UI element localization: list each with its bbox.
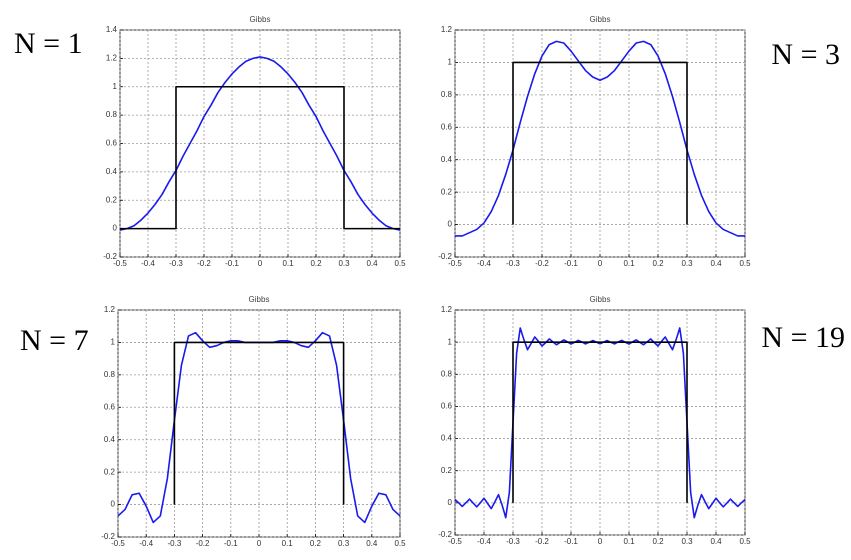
chart-title: Gibbs [590, 15, 611, 24]
y-tick-label: 0.4 [441, 434, 453, 443]
x-tick-label: -0.4 [477, 259, 491, 268]
y-tick-label: 0 [448, 220, 453, 229]
panel: -0.2 0 0.2 0.4 0.6 0.8 1 1.2 1.4 -0.5 -0.4 -0.3 -0.2… [14, 15, 406, 268]
x-tick-label: -0.4 [139, 539, 153, 548]
y-tick-label: -0.2 [438, 252, 452, 261]
y-tick-label: -0.2 [103, 252, 117, 261]
x-tick-label: 0.1 [623, 537, 635, 546]
x-tick-label: 0.2 [310, 539, 322, 548]
y-tick-label: 0.8 [441, 369, 453, 378]
x-tick-label: 0.5 [739, 259, 751, 268]
data-line [455, 40, 745, 237]
x-tick-label: 0.5 [739, 537, 751, 546]
y-tick-label: 1.4 [106, 25, 118, 34]
x-tick-label: 0 [598, 259, 603, 268]
x-tick-label: 0 [257, 539, 262, 548]
x-tick-label: -0.2 [196, 539, 210, 548]
y-tick-label: 1.2 [106, 53, 118, 62]
y-tick-label: 0.4 [104, 435, 116, 444]
chart-title: Gibbs [250, 15, 271, 24]
annotation: N = 3 [771, 38, 840, 71]
data-line [119, 56, 401, 231]
y-tick-label: 0.2 [104, 467, 116, 476]
data-line [120, 85, 400, 230]
x-tick-label: -0.1 [224, 539, 238, 548]
panel: -0.2 0 0.2 0.4 0.6 0.8 1 1.2 -0.5 -0.4 -0.3 -0.2 -0.… [20, 295, 406, 548]
y-tick-label: 1 [111, 338, 116, 347]
x-tick-label: -0.4 [477, 537, 491, 546]
x-tick-label: -0.1 [564, 537, 578, 546]
y-tick-label: 0.6 [441, 402, 453, 411]
x-tick-label: 0.2 [652, 537, 664, 546]
x-tick-label: -0.2 [197, 259, 211, 268]
x-tick-label: 0.2 [310, 259, 322, 268]
y-tick-label: 1.2 [441, 305, 453, 314]
y-tick-label: 0.4 [441, 155, 453, 164]
y-tick-label: 0.8 [104, 370, 116, 379]
x-tick-label: -0.2 [535, 259, 549, 268]
panel: -0.2 0 0.2 0.4 0.6 0.8 1 1.2 -0.5 -0.4 -0.3 -0.2 -0.… [438, 15, 840, 268]
x-tick-label: 0.4 [366, 539, 378, 548]
y-tick-label: 0.6 [441, 122, 453, 131]
annotation: N = 1 [14, 27, 83, 60]
y-tick-label: 0.4 [106, 167, 118, 176]
chart-title: Gibbs [249, 295, 270, 304]
x-tick-label: 0.4 [710, 259, 722, 268]
data-line [512, 61, 688, 225]
x-tick-label: -0.1 [564, 259, 578, 268]
x-tick-label: 0.5 [394, 539, 406, 548]
x-tick-label: -0.3 [506, 537, 520, 546]
y-tick-label: 1.2 [441, 25, 453, 34]
x-tick-label: 0.3 [338, 539, 350, 548]
y-tick-label: 0.6 [104, 402, 116, 411]
x-tick-label: -0.5 [111, 539, 125, 548]
x-tick-label: -0.3 [506, 259, 520, 268]
x-tick-label: 0.3 [681, 259, 693, 268]
x-tick-label: 0 [258, 259, 263, 268]
x-tick-label: 0.4 [710, 537, 722, 546]
x-tick-label: 0 [598, 537, 603, 546]
annotation: N = 7 [20, 324, 89, 357]
x-tick-label: -0.1 [225, 259, 239, 268]
y-tick-label: 0 [111, 500, 116, 509]
x-tick-label: 0.4 [366, 259, 378, 268]
y-tick-label: 0.2 [441, 187, 453, 196]
x-tick-label: -0.3 [168, 539, 182, 548]
x-tick-label: 0.5 [394, 259, 406, 268]
x-tick-label: 0.3 [681, 537, 693, 546]
annotation: N = 19 [761, 321, 845, 354]
y-tick-label: 0.6 [106, 139, 118, 148]
y-tick-label: 1.2 [104, 305, 116, 314]
x-tick-label: -0.3 [169, 259, 183, 268]
x-tick-label: -0.4 [141, 259, 155, 268]
x-tick-label: 0.1 [282, 259, 294, 268]
y-tick-label: 0.8 [106, 110, 118, 119]
panel: -0.2 0 0.2 0.4 0.6 0.8 1 1.2 -0.5 -0.4 -0.3 -0.2 -0.… [438, 295, 845, 546]
x-tick-label: -0.2 [535, 537, 549, 546]
chart-title: Gibbs [590, 295, 611, 304]
y-tick-label: 1 [113, 82, 118, 91]
x-tick-label: 0.1 [282, 539, 294, 548]
x-tick-label: 0.3 [338, 259, 350, 268]
x-tick-label: -0.5 [113, 259, 127, 268]
x-tick-label: 0.1 [623, 259, 635, 268]
x-tick-label: -0.5 [448, 537, 462, 546]
data-line [454, 327, 746, 519]
data-line [512, 341, 688, 503]
data-line [173, 341, 345, 505]
y-tick-label: 0.2 [441, 466, 453, 475]
x-tick-label: -0.5 [448, 259, 462, 268]
y-tick-label: -0.2 [438, 530, 452, 539]
y-tick-label: 1 [448, 337, 453, 346]
y-tick-label: 0 [448, 498, 453, 507]
y-tick-label: -0.2 [101, 532, 115, 541]
y-tick-label: 0 [113, 224, 118, 233]
y-tick-label: 0.2 [106, 195, 118, 204]
y-tick-label: 1 [448, 58, 453, 67]
y-tick-label: 0.8 [441, 90, 453, 99]
x-tick-label: 0.2 [652, 259, 664, 268]
